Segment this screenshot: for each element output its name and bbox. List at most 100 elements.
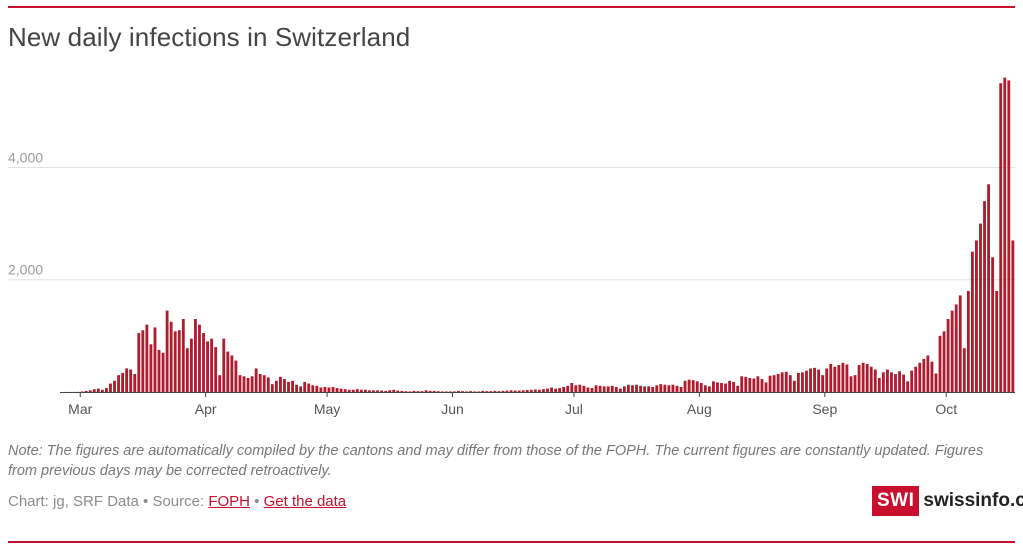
bar xyxy=(627,384,630,392)
bar xyxy=(388,390,392,392)
bar xyxy=(857,365,861,392)
bar xyxy=(683,380,687,392)
bar xyxy=(934,373,938,392)
x-tick-label: Aug xyxy=(687,401,712,417)
bar xyxy=(505,390,509,392)
bar xyxy=(432,390,436,392)
bar xyxy=(707,386,711,392)
bar xyxy=(663,384,667,392)
bar xyxy=(618,388,622,392)
get-the-data-link[interactable]: Get the data xyxy=(263,493,347,510)
bar xyxy=(748,377,752,392)
bar xyxy=(865,363,869,392)
bar xyxy=(189,338,193,392)
bar xyxy=(372,390,375,392)
bar-chart: 2,000 4,000 Mar Apr May Jun Jul Aug Sep Oct xyxy=(8,77,1015,417)
x-tick-label: Apr xyxy=(195,401,217,417)
y-tick-label: 4,000 xyxy=(8,149,43,165)
bar xyxy=(303,381,307,392)
credits-separator: • xyxy=(250,493,264,510)
x-tick-label: May xyxy=(314,401,340,417)
bar xyxy=(954,304,958,392)
bar xyxy=(720,383,723,392)
bar xyxy=(983,201,986,392)
bar xyxy=(400,390,404,392)
bar xyxy=(728,380,732,392)
bar xyxy=(347,389,351,392)
bar xyxy=(651,386,655,392)
bar xyxy=(141,330,145,392)
bar xyxy=(776,374,780,392)
swissinfo-logo[interactable]: SWI swissinfo.ch xyxy=(872,486,1023,516)
bar xyxy=(266,377,270,392)
bar xyxy=(521,390,525,392)
bar xyxy=(363,389,367,392)
bar xyxy=(740,376,744,392)
bar xyxy=(590,388,594,392)
bar xyxy=(319,387,323,392)
bar xyxy=(829,363,833,392)
bar xyxy=(736,385,740,392)
bar xyxy=(202,333,205,392)
bar xyxy=(497,391,501,392)
bar xyxy=(396,390,400,392)
bar xyxy=(481,390,485,392)
bar xyxy=(659,384,663,392)
bar xyxy=(566,385,570,392)
bar xyxy=(809,368,812,392)
bar xyxy=(169,321,173,392)
bar xyxy=(109,383,112,392)
bar xyxy=(88,390,92,392)
bar xyxy=(614,386,618,392)
bar xyxy=(890,372,893,392)
bar xyxy=(198,324,201,392)
bar xyxy=(537,389,541,392)
bar xyxy=(801,372,804,392)
bar xyxy=(898,371,901,392)
bar xyxy=(355,389,359,392)
bar xyxy=(861,362,865,392)
bar xyxy=(194,319,197,392)
bar xyxy=(699,383,703,392)
bar xyxy=(133,374,137,392)
bar xyxy=(962,348,966,392)
bar xyxy=(671,384,675,392)
bar xyxy=(117,375,120,392)
bar xyxy=(181,319,185,392)
bar xyxy=(768,375,772,392)
bar xyxy=(453,391,456,393)
bottom-rule xyxy=(8,541,1015,543)
bar xyxy=(869,366,873,392)
bar xyxy=(902,374,906,392)
bar xyxy=(351,389,355,392)
bar xyxy=(230,355,234,392)
bar xyxy=(647,386,651,392)
bar xyxy=(979,223,982,392)
bar xyxy=(210,338,214,392)
bar xyxy=(554,388,558,392)
bar xyxy=(376,390,379,392)
bar xyxy=(562,386,566,392)
bar xyxy=(359,389,363,392)
bar xyxy=(473,391,477,393)
bar xyxy=(465,391,468,393)
bar xyxy=(881,372,885,392)
bar xyxy=(392,389,396,392)
foph-source-link[interactable]: FOPH xyxy=(208,493,250,510)
bar xyxy=(533,389,537,392)
bar xyxy=(96,388,100,392)
bar xyxy=(716,382,719,392)
bar xyxy=(149,344,153,392)
bar xyxy=(113,380,116,392)
bar xyxy=(331,386,335,392)
bar xyxy=(246,377,250,392)
x-tick-label: Sep xyxy=(812,401,837,417)
bar xyxy=(461,391,464,392)
bar xyxy=(643,386,647,392)
bar xyxy=(444,391,448,393)
bar xyxy=(975,240,978,392)
bar xyxy=(817,369,821,392)
bar xyxy=(214,347,218,392)
bar xyxy=(121,372,125,392)
bar xyxy=(165,310,169,392)
